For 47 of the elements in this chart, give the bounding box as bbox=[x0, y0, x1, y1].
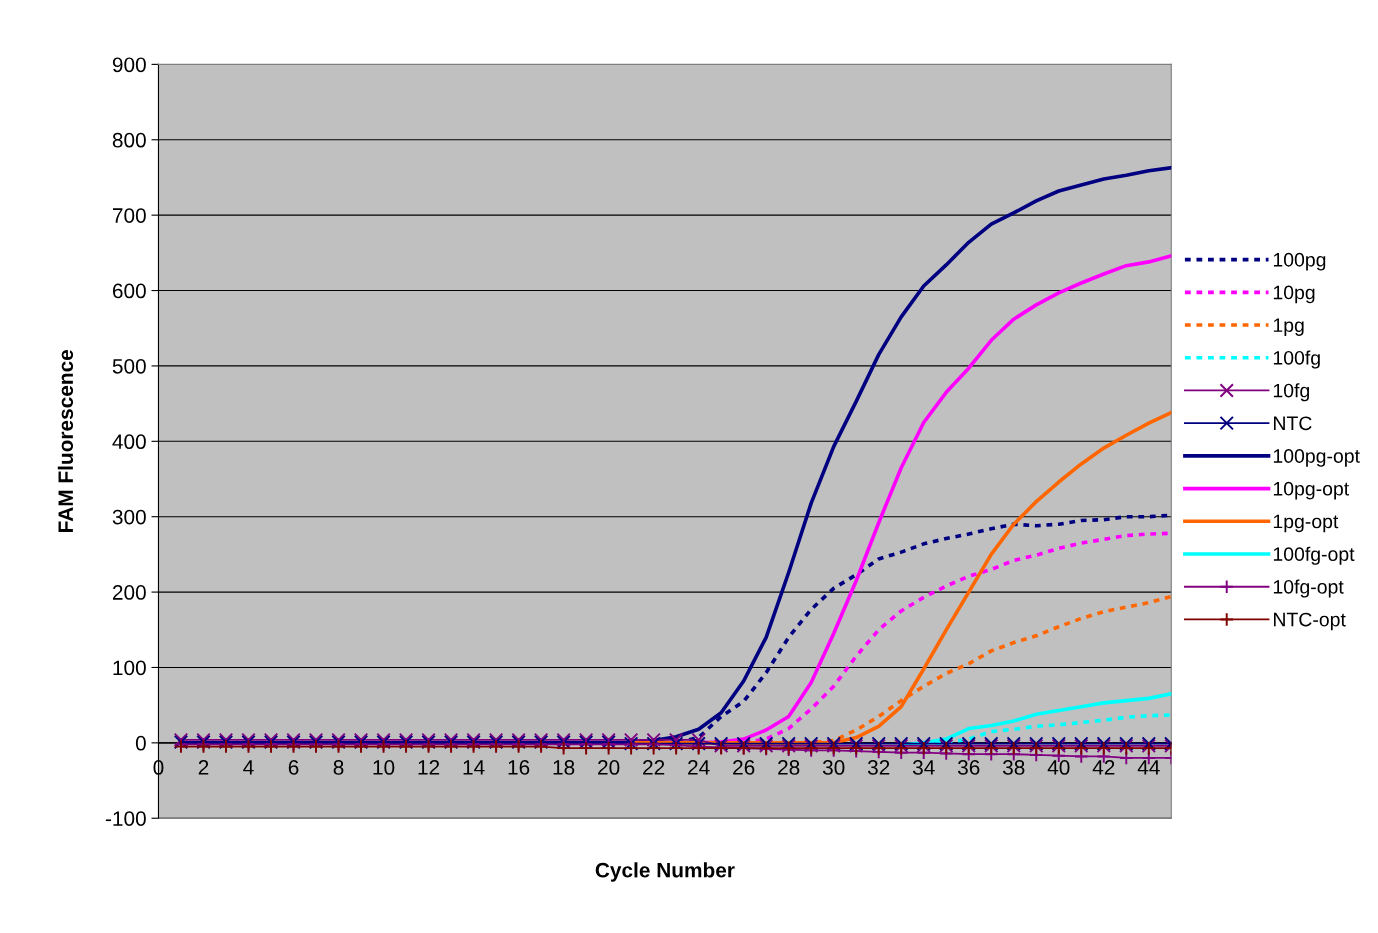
y-tick-label: 500 bbox=[112, 358, 146, 374]
x-axis-title: Cycle Number bbox=[595, 862, 735, 882]
legend-label: NTC bbox=[1274, 416, 1312, 431]
legend-label: 1pg bbox=[1273, 318, 1304, 336]
legend-label: 1pg-opt bbox=[1273, 514, 1339, 533]
x-tick-label: 4 bbox=[243, 760, 254, 775]
x-tick-label: 44 bbox=[1137, 760, 1160, 775]
legend-label: 10pg-opt bbox=[1273, 481, 1350, 500]
x-tick-label: 34 bbox=[912, 760, 935, 775]
y-axis-title: FAM Fluorescence bbox=[57, 349, 74, 532]
x-tick-label: 24 bbox=[688, 760, 710, 775]
y-tick-label: 200 bbox=[112, 585, 146, 600]
y-tick-label: 400 bbox=[112, 434, 146, 450]
legend-label: 10fg bbox=[1273, 383, 1309, 402]
x-tick-label: 14 bbox=[463, 760, 485, 775]
x-tick-label: 38 bbox=[1002, 760, 1025, 775]
legend-label: 10fg-opt bbox=[1273, 579, 1344, 598]
x-tick-label: 26 bbox=[733, 760, 755, 775]
x-tick-label: 8 bbox=[333, 760, 344, 775]
x-tick-label: 30 bbox=[822, 760, 845, 775]
legend-label: 100pg bbox=[1273, 252, 1326, 271]
y-tick-label: 0 bbox=[135, 735, 146, 751]
y-tick-label: 300 bbox=[112, 509, 146, 525]
y-tick-label: 900 bbox=[112, 57, 146, 73]
y-tick-label: 800 bbox=[112, 132, 146, 148]
x-tick-label: 32 bbox=[867, 760, 890, 775]
y-tick-label: 100 bbox=[113, 660, 146, 676]
x-tick-label: 12 bbox=[418, 760, 440, 775]
legend-label: 100fg-opt bbox=[1273, 546, 1355, 565]
y-tick-label: 600 bbox=[112, 283, 146, 299]
y-tick-label: 700 bbox=[112, 208, 146, 223]
x-tick-label: 18 bbox=[553, 760, 575, 775]
legend-label: 100fg bbox=[1273, 350, 1320, 369]
x-tick-label: 10 bbox=[373, 760, 395, 775]
x-tick-label: 16 bbox=[508, 760, 530, 775]
x-tick-label: 28 bbox=[778, 760, 800, 775]
x-tick-label: 22 bbox=[643, 760, 665, 775]
legend-label: NTC-opt bbox=[1274, 612, 1346, 631]
x-tick-label: 40 bbox=[1047, 760, 1070, 775]
legend-label: 10pg bbox=[1273, 285, 1315, 304]
x-tick-label: 36 bbox=[957, 760, 980, 775]
legend-label: 100pg-opt bbox=[1273, 449, 1360, 467]
x-tick-label: 20 bbox=[598, 760, 620, 775]
y-tick-label: -100 bbox=[105, 811, 146, 826]
x-tick-label: 2 bbox=[198, 760, 209, 775]
x-tick-label: 42 bbox=[1092, 760, 1115, 775]
x-tick-label: 6 bbox=[288, 760, 299, 775]
